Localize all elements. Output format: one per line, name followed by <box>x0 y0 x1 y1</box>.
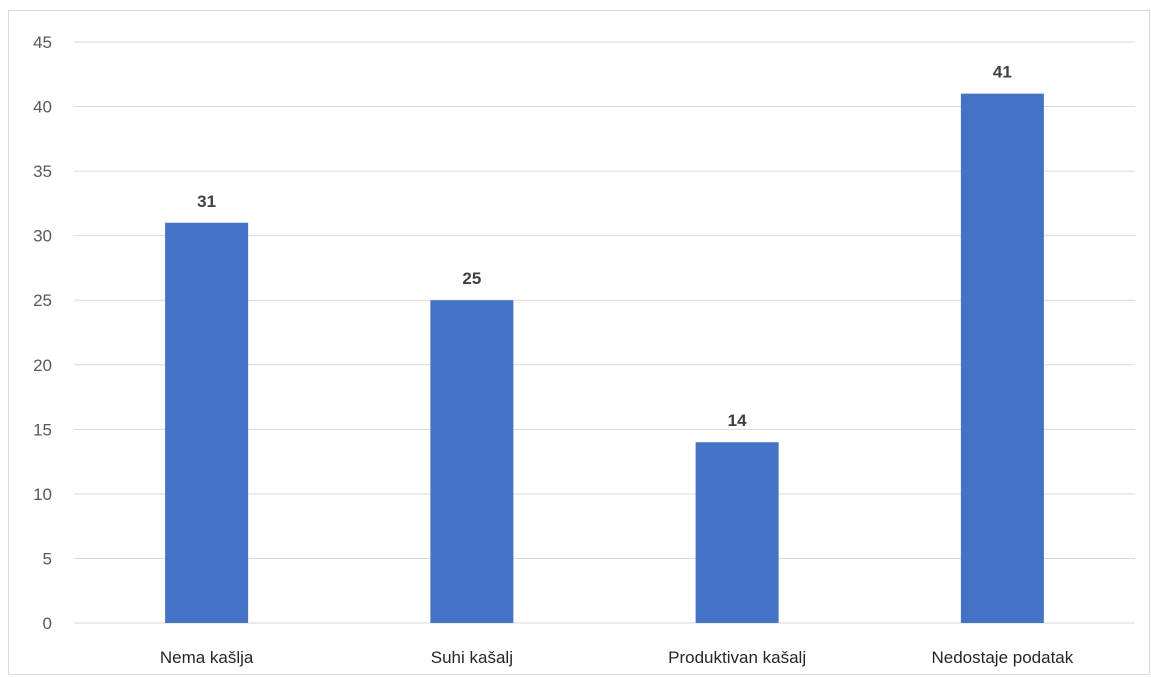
data-label: 14 <box>728 411 747 430</box>
bar <box>165 222 249 623</box>
y-tick-label: 5 <box>43 549 52 568</box>
y-tick-label: 45 <box>33 33 52 52</box>
gridlines <box>74 41 1135 624</box>
y-tick-label: 25 <box>33 291 52 310</box>
x-category-label: Produktivan kašalj <box>668 648 806 667</box>
y-axis-tick-labels: 0 5 10 15 20 25 30 35 40 45 <box>33 33 52 633</box>
x-axis-category-labels: Nema kašlja Suhi kašalj Produktivan kašalj… <box>160 648 1074 667</box>
data-label: 41 <box>993 63 1012 82</box>
data-label: 25 <box>462 269 481 288</box>
y-tick-label: 20 <box>33 356 52 375</box>
y-tick-label: 0 <box>43 614 52 633</box>
y-tick-label: 15 <box>33 420 52 439</box>
data-label: 31 <box>197 192 216 211</box>
bar <box>695 442 779 623</box>
bar <box>960 93 1044 623</box>
y-tick-label: 10 <box>33 485 52 504</box>
y-tick-label: 35 <box>33 162 52 181</box>
x-category-label: Suhi kašalj <box>431 648 513 667</box>
y-tick-label: 40 <box>33 98 52 117</box>
bars <box>165 93 1044 623</box>
x-category-label: Nedostaje podatak <box>931 648 1073 667</box>
data-labels: 31 25 14 41 <box>197 63 1012 431</box>
bar <box>430 300 514 623</box>
x-category-label: Nema kašlja <box>160 648 254 667</box>
y-tick-label: 30 <box>33 227 52 246</box>
